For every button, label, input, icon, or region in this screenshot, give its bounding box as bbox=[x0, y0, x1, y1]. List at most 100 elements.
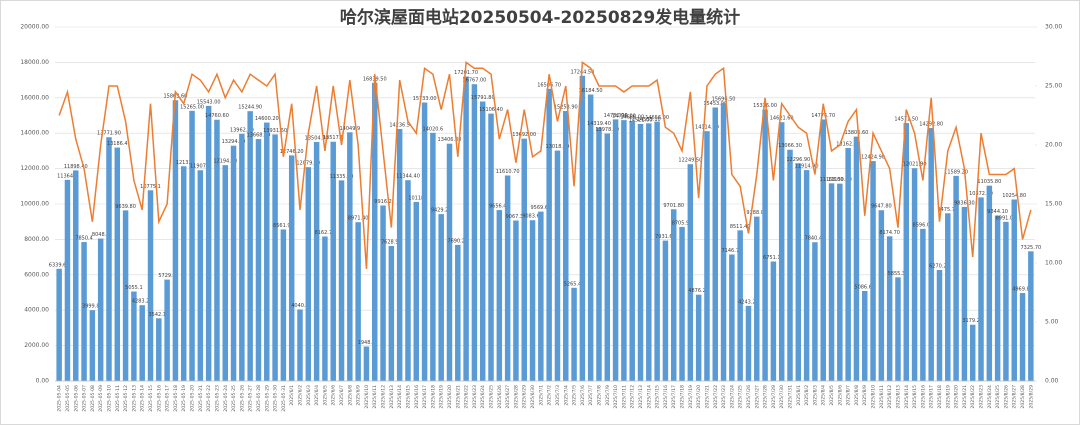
x-tick-label: 2025-05-15 bbox=[148, 385, 154, 412]
bar bbox=[845, 148, 851, 381]
bar bbox=[73, 170, 79, 381]
data-label: 9569.60 bbox=[531, 205, 552, 211]
x-tick-label: 2025-05-13 bbox=[131, 385, 137, 412]
data-label: 12746.20 bbox=[280, 149, 304, 155]
bar bbox=[637, 123, 644, 381]
bar bbox=[853, 136, 860, 381]
x-tick-label: 2025/8/7 bbox=[846, 385, 852, 406]
x-tick-label: 2025-05-16 bbox=[156, 385, 162, 412]
data-label: 7325.70 bbox=[1021, 245, 1042, 251]
x-tick-label: 2025-05-17 bbox=[165, 385, 171, 412]
bar bbox=[787, 149, 793, 381]
bar bbox=[679, 226, 685, 381]
data-label: 12249.50 bbox=[678, 158, 702, 164]
bar bbox=[81, 242, 87, 381]
y-tick-label: 14000.00 bbox=[20, 130, 49, 137]
x-tick-label: 2025/7/6 bbox=[580, 385, 586, 406]
x-tick-label: 2025-05-06 bbox=[73, 385, 79, 412]
bar bbox=[878, 210, 885, 381]
bar bbox=[280, 229, 287, 381]
bar bbox=[670, 209, 677, 381]
bar bbox=[64, 179, 71, 381]
x-tick-label: 2025-05-24 bbox=[223, 385, 229, 412]
bar bbox=[604, 133, 611, 381]
bar bbox=[189, 110, 195, 381]
x-tick-label: 2025/7/18 bbox=[680, 385, 686, 409]
data-label: 14656.00 bbox=[645, 115, 669, 121]
bar bbox=[563, 111, 569, 381]
bar bbox=[180, 166, 187, 381]
x-tick-label: 2025-05-04 bbox=[57, 385, 63, 412]
bar bbox=[538, 211, 544, 381]
x-tick-label: 2025/7/14 bbox=[646, 385, 652, 409]
x-tick-label: 2025-05-10 bbox=[106, 385, 112, 412]
x-tick-label: 2025/6/27 bbox=[505, 385, 511, 409]
x-tick-label: 2025/8/26 bbox=[1003, 385, 1009, 409]
x-tick-label: 2025/6/29 bbox=[522, 385, 528, 409]
y-tick-label: 20000.00 bbox=[20, 24, 49, 31]
x-tick-label: 2025/6/28 bbox=[513, 385, 519, 409]
x-tick-label: 2025/8/12 bbox=[887, 385, 893, 409]
x-tick-label: 2025/6/11 bbox=[372, 385, 378, 409]
data-label: 15265.00 bbox=[180, 104, 204, 110]
bar bbox=[546, 88, 552, 381]
x-tick-label: 2025/7/20 bbox=[696, 385, 702, 409]
data-label: 11914.90 bbox=[795, 164, 819, 170]
data-label: 7850.4 bbox=[75, 236, 93, 242]
bar bbox=[114, 147, 121, 381]
bar bbox=[247, 111, 253, 381]
bar bbox=[1028, 251, 1034, 381]
bar bbox=[978, 197, 984, 381]
y-tick-label: 4000.00 bbox=[24, 307, 49, 314]
bar bbox=[762, 109, 768, 382]
bar bbox=[355, 222, 361, 381]
data-label: 10372.60 bbox=[969, 191, 993, 197]
bar bbox=[737, 230, 743, 381]
x-tick-label: 2025/7/8 bbox=[596, 385, 602, 406]
bar bbox=[629, 121, 635, 381]
data-label: 3542.10 bbox=[148, 312, 169, 318]
x-tick-label: 2025/7/24 bbox=[729, 385, 735, 409]
y2-tick-label: 25.00 bbox=[1045, 83, 1062, 90]
bar bbox=[729, 254, 735, 381]
bar bbox=[712, 107, 718, 381]
bar bbox=[222, 165, 228, 381]
x-tick-label: 2025/6/9 bbox=[356, 385, 362, 406]
x-tick-label: 2025-05-22 bbox=[206, 385, 212, 412]
data-label: 13066.30 bbox=[778, 143, 802, 149]
bar bbox=[172, 100, 179, 381]
x-tick-label: 2025/6/15 bbox=[405, 385, 411, 409]
bar bbox=[446, 143, 453, 381]
x-tick-label: 2025/8/24 bbox=[987, 385, 993, 409]
bar bbox=[820, 119, 826, 382]
data-label: 12021.90 bbox=[903, 162, 927, 168]
data-label: 14319.40 bbox=[587, 121, 611, 127]
bar bbox=[396, 129, 403, 381]
bar bbox=[720, 103, 727, 382]
bar bbox=[372, 82, 378, 381]
x-tick-label: 2025-05-12 bbox=[123, 385, 129, 412]
data-label: 7628.90 bbox=[381, 239, 402, 245]
data-label: 13018.20 bbox=[546, 144, 570, 150]
data-label: 9656.40 bbox=[489, 204, 510, 210]
data-label: 8048.4 bbox=[92, 232, 110, 238]
x-tick-label: 2025/8/10 bbox=[871, 385, 877, 409]
bar bbox=[621, 120, 627, 382]
y2-tick-label: 0.00 bbox=[1045, 378, 1059, 385]
data-label: 11150.10 bbox=[828, 177, 852, 183]
data-label: 14020.6 bbox=[423, 126, 444, 132]
x-tick-label: 2025/6/19 bbox=[439, 385, 445, 409]
bar bbox=[363, 346, 370, 381]
data-label: 13692.00 bbox=[512, 132, 536, 138]
data-label: 6751.10 bbox=[763, 255, 784, 261]
x-tick-label: 2025/7/21 bbox=[704, 385, 710, 409]
x-tick-label: 2025/6/22 bbox=[464, 385, 470, 409]
data-label: 13406.30 bbox=[438, 137, 462, 143]
data-label: 5086.60 bbox=[854, 284, 875, 290]
bar bbox=[936, 270, 943, 381]
data-label: 9647.80 bbox=[871, 204, 892, 210]
x-tick-label: 2025/7/15 bbox=[655, 385, 661, 409]
x-tick-label: 2025/6/5 bbox=[322, 385, 328, 406]
x-tick-label: 2025/7/26 bbox=[746, 385, 752, 409]
